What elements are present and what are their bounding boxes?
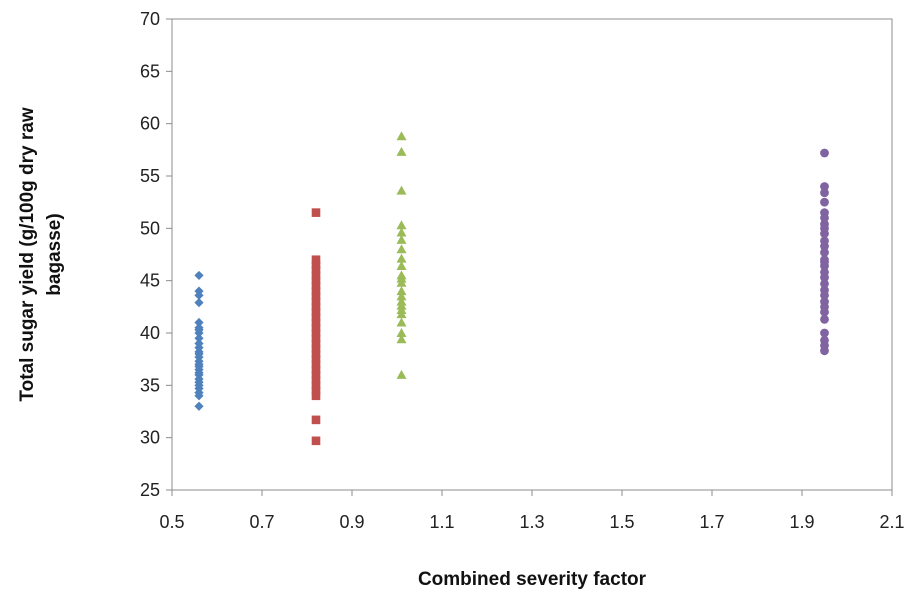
data-point-diamond <box>194 325 204 335</box>
data-point-circle <box>820 328 829 338</box>
data-point-square <box>311 328 321 338</box>
data-point-diamond <box>194 270 204 281</box>
data-point-circle <box>820 257 829 267</box>
x-axis-title: Combined severity factor <box>418 569 647 590</box>
data-point-triangle <box>396 334 407 344</box>
y-tick-label: 35 <box>140 375 160 395</box>
data-point-triangle <box>396 131 407 141</box>
data-point-square <box>311 255 321 265</box>
x-tick-label: 1.5 <box>609 512 634 532</box>
y-tick-label: 70 <box>140 9 160 29</box>
data-point-diamond <box>194 317 204 328</box>
y-tick-label: 25 <box>140 480 160 500</box>
ticks: 25 30 35 40 45 50 55 60 65 70 0.5 0.7 0.9 1.1 1.3 1.5 1.… <box>140 9 905 532</box>
data-point-triangle <box>396 185 407 195</box>
data-point-square <box>311 344 321 353</box>
x-tick-label: 1.3 <box>519 512 544 532</box>
data-point-triangle <box>396 317 407 327</box>
x-tick-label: 0.5 <box>159 512 184 532</box>
y-axis-title: Total sugar yield (g/100g dry raw bagasse… <box>17 107 65 401</box>
data-point-circle <box>820 197 829 207</box>
data-point-circle <box>820 273 829 282</box>
data-point-square <box>311 365 321 374</box>
x-tick-label: 0.9 <box>339 512 364 532</box>
x-tick-label: 1.7 <box>699 512 724 532</box>
data-point-square <box>311 265 321 275</box>
data-point-square <box>311 260 321 270</box>
y-tick-label: 60 <box>140 114 160 134</box>
data-point-square <box>311 313 321 322</box>
y-tick-label: 50 <box>140 218 160 238</box>
data-point-circle <box>820 279 829 289</box>
data-point-diamond <box>194 333 204 343</box>
data-point-square <box>311 391 321 401</box>
x-tick-label: 1.1 <box>429 512 454 532</box>
data-point-square <box>311 318 321 327</box>
data-point-square <box>311 302 321 312</box>
y-axis-title-line: Total sugar yield (g/100g dry raw <box>17 107 38 401</box>
data-point-square <box>311 286 321 296</box>
data-point-square <box>311 323 321 333</box>
data-point-triangle <box>396 291 407 301</box>
data-point-circle <box>820 223 829 233</box>
data-point-circle <box>820 314 829 324</box>
y-axis-title-line: bagasse) <box>44 213 65 295</box>
data-point-square <box>311 276 321 285</box>
data-point-triangle <box>396 309 407 319</box>
data-point-square <box>311 381 321 390</box>
data-point-circle <box>820 148 829 158</box>
y-tick-label: 30 <box>140 428 160 448</box>
data-point-square <box>311 370 321 380</box>
data-point-square <box>311 415 321 425</box>
data-point-square <box>311 436 321 446</box>
data-point-square <box>311 297 321 306</box>
data-point-square <box>311 281 321 291</box>
data-point-diamond <box>194 343 204 353</box>
data-point-square <box>311 271 321 280</box>
data-point-square <box>311 360 321 369</box>
data-point-circle <box>820 241 829 251</box>
y-tick-label: 40 <box>140 323 160 343</box>
data-point-triangle <box>396 286 407 296</box>
data-point-triangle <box>396 220 407 230</box>
data-point-square <box>311 386 321 395</box>
x-tick-label: 0.7 <box>249 512 274 532</box>
data-point-square <box>311 208 321 217</box>
data-point-circle <box>820 248 829 257</box>
data-point-circle <box>820 290 829 300</box>
y-tick-label: 65 <box>140 61 160 81</box>
data-point-square <box>311 349 321 359</box>
data-point-square <box>311 292 321 301</box>
data-point-diamond <box>194 401 204 411</box>
data-point-diamond <box>194 298 204 308</box>
data-point-circle <box>820 307 829 317</box>
data-point-triangle <box>396 227 407 237</box>
data-point-circle <box>820 346 829 356</box>
y-tick-label: 45 <box>140 271 160 291</box>
data-point-triangle <box>396 273 407 283</box>
data-point-triangle <box>396 261 407 271</box>
data-point-triangle <box>396 244 407 254</box>
data-point-circle <box>820 188 829 198</box>
data-point-triangle <box>396 328 407 337</box>
data-point-diamond <box>194 391 204 401</box>
data-point-triangle <box>396 369 407 379</box>
data-point-triangle <box>396 253 407 263</box>
data-point-square <box>311 333 321 343</box>
x-tick-label: 2.1 <box>879 512 904 532</box>
data-point-square <box>311 339 321 348</box>
data-point-circle <box>820 182 829 191</box>
data-point-triangle <box>396 234 407 244</box>
data-point-triangle <box>396 146 407 156</box>
y-tick-label: 55 <box>140 166 160 186</box>
data-point-square <box>311 354 321 364</box>
data-points <box>194 131 829 446</box>
data-point-square <box>311 375 321 385</box>
x-tick-label: 1.9 <box>789 512 814 532</box>
data-point-diamond <box>194 290 204 300</box>
data-point-square <box>311 307 321 317</box>
data-point-circle <box>820 213 829 223</box>
